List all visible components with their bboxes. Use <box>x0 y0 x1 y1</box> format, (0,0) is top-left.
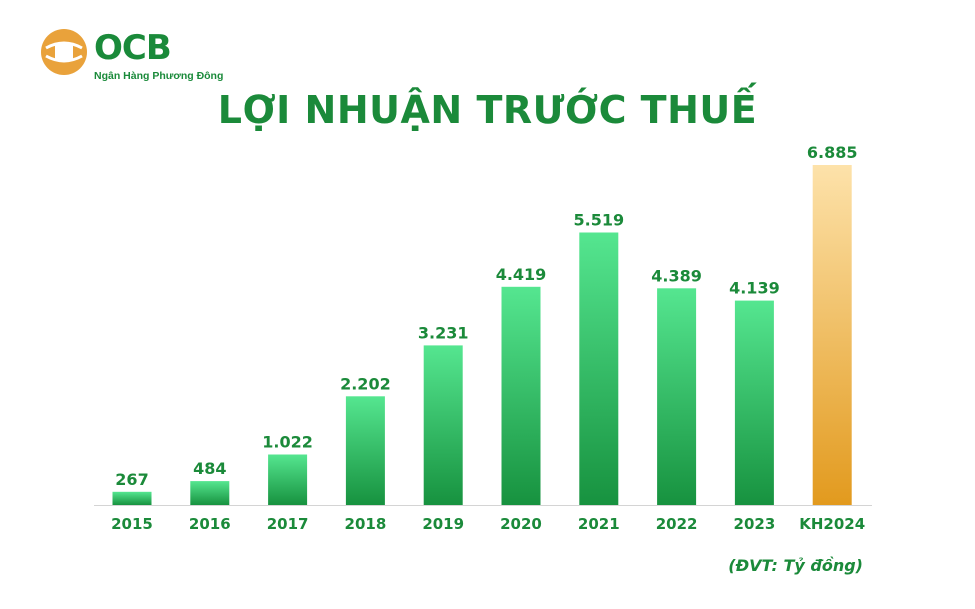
bar-2023 <box>734 300 774 505</box>
value-label-2016: 484 <box>193 459 226 478</box>
bars-group: 267 2015 484 2016 1.022 2017 2.202 2018 3.231 201… <box>111 143 865 533</box>
bar-2021 <box>579 232 619 505</box>
x-tick-label-2016: 2016 <box>189 515 231 533</box>
value-label-2021: 5.519 <box>573 211 624 230</box>
bar-2016 <box>190 481 230 505</box>
value-label-2017: 1.022 <box>262 433 313 452</box>
x-tick-label-2020: 2020 <box>500 515 542 533</box>
bar-2022 <box>657 288 697 505</box>
value-label-2019: 3.231 <box>418 323 469 342</box>
x-tick-label-kh2024: KH2024 <box>799 515 865 533</box>
unit-note: (ĐVT: Tỷ đồng) <box>728 556 863 575</box>
bar-2017 <box>268 454 308 505</box>
logo-tagline: Ngân Hàng Phương Đông <box>94 70 224 82</box>
x-tick-label-2021: 2021 <box>578 515 620 533</box>
x-tick-label-2015: 2015 <box>111 515 153 533</box>
bar-2019 <box>423 345 463 505</box>
x-tick-label-2018: 2018 <box>345 515 387 533</box>
logo-brand: OCB <box>94 28 172 68</box>
value-label-2023: 4.139 <box>729 279 780 298</box>
chart-title: LỢI NHUẬN TRƯỚC THUẾ <box>217 88 758 132</box>
x-tick-label-2022: 2022 <box>656 515 698 533</box>
value-label-2015: 267 <box>115 470 148 489</box>
logo: OCB Ngân Hàng Phương Đông <box>40 26 223 86</box>
value-label-2020: 4.419 <box>496 265 547 284</box>
bar-2018 <box>345 396 385 505</box>
x-tick-label-2023: 2023 <box>734 515 776 533</box>
ocb-logo-icon <box>41 29 87 75</box>
value-label-2022: 4.389 <box>651 266 702 285</box>
value-label-2018: 2.202 <box>340 374 391 393</box>
x-tick-label-2017: 2017 <box>267 515 309 533</box>
bar-2015 <box>112 491 152 505</box>
bar-2020 <box>501 286 541 505</box>
value-label-kh2024: 6.885 <box>807 143 858 162</box>
x-tick-label-2019: 2019 <box>422 515 464 533</box>
bar-kh2024 <box>812 165 852 505</box>
